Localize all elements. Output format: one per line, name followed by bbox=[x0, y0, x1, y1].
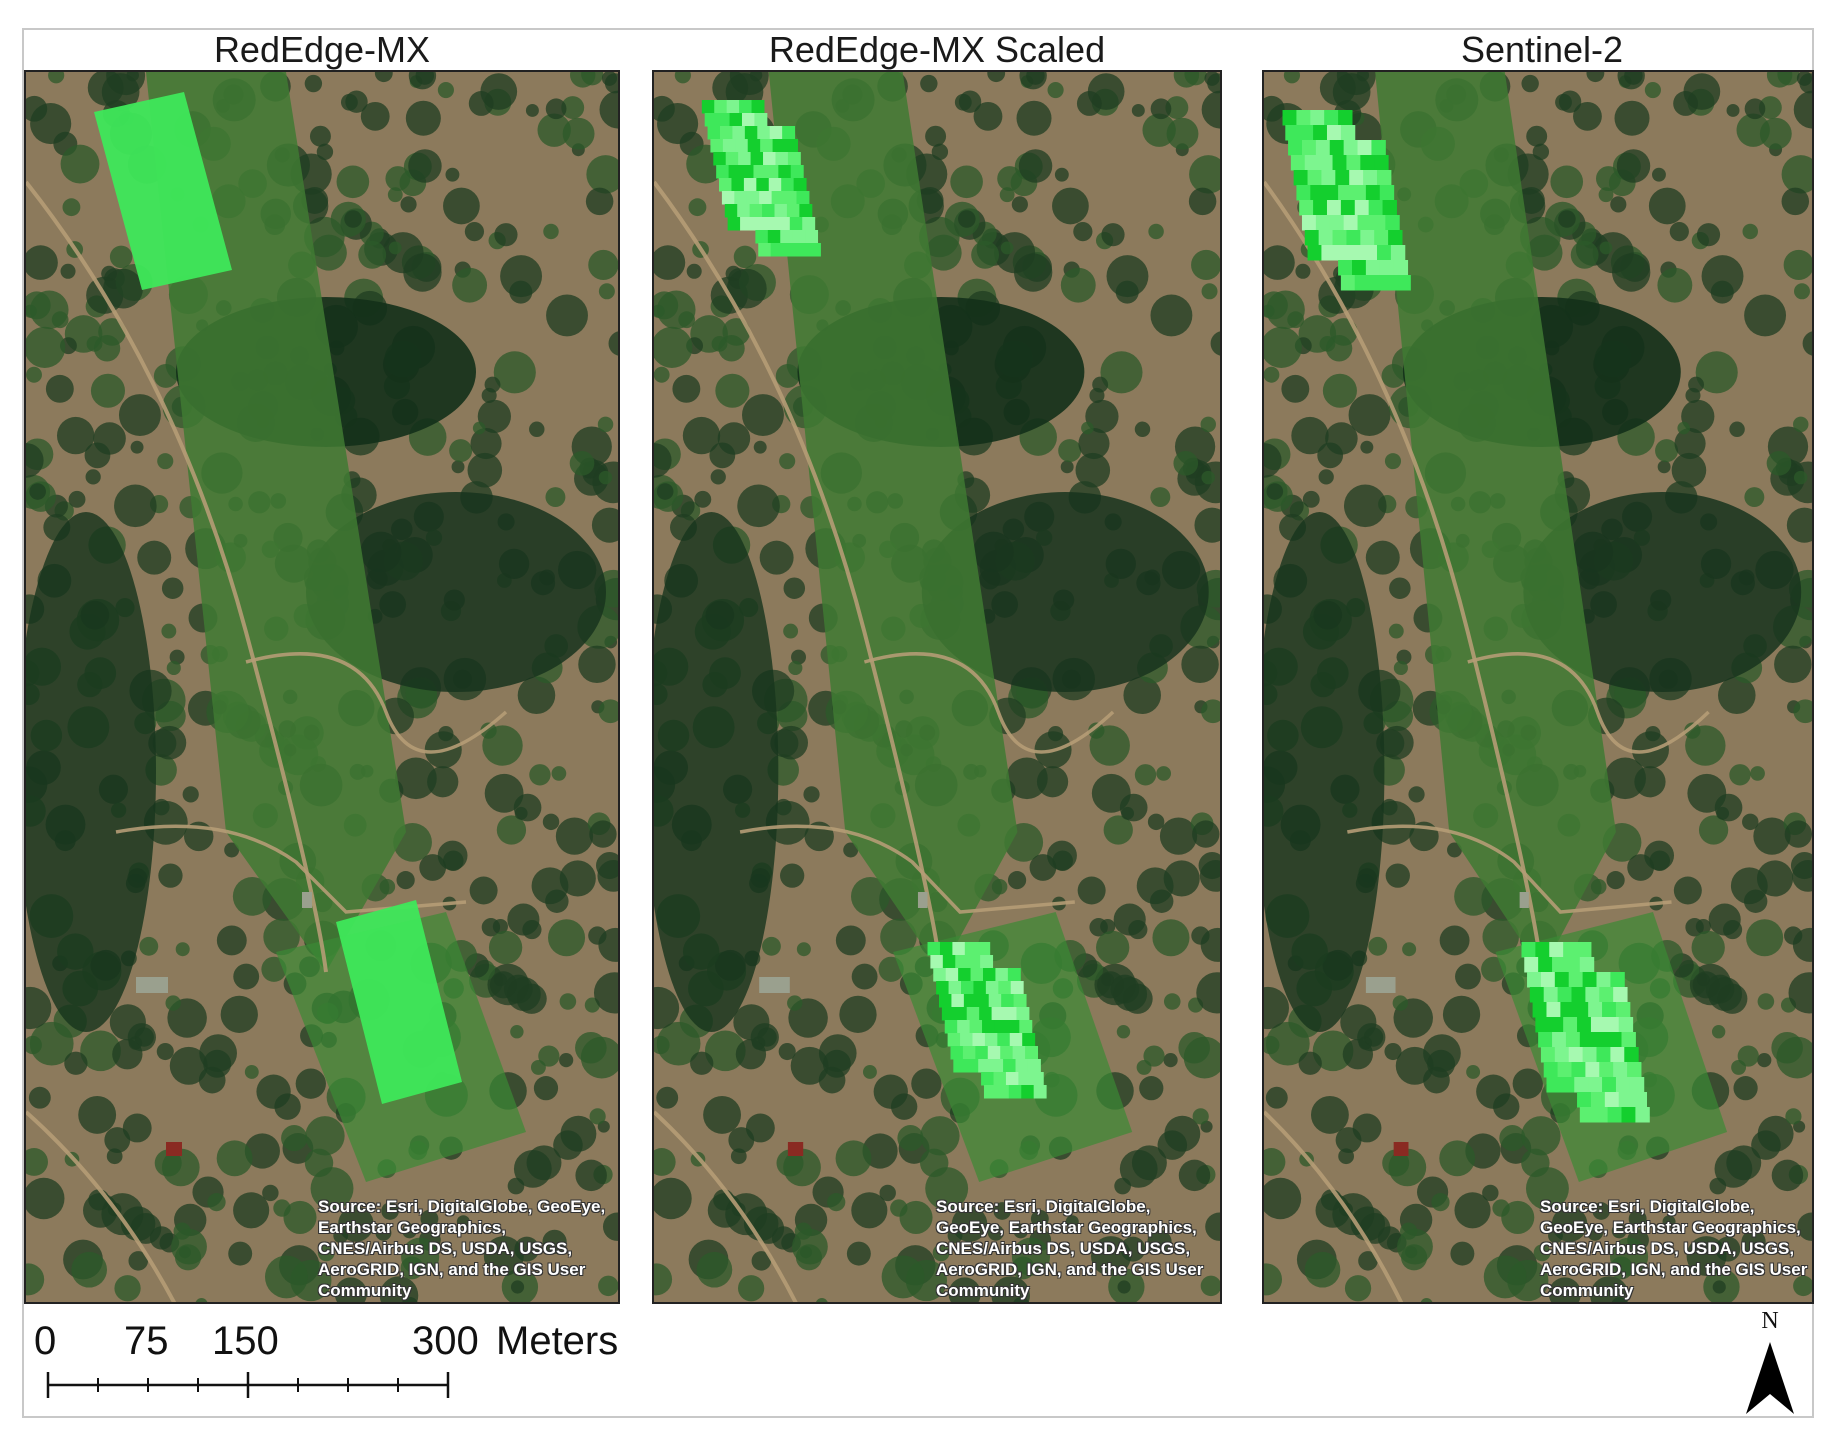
panel-title-rededge-scaled: RedEdge-MX Scaled bbox=[768, 29, 1106, 70]
basemap-credit: Source: Esri, DigitalGlobe, GeoEye, Eart… bbox=[1540, 1197, 1808, 1300]
north-label: N bbox=[1761, 1308, 1779, 1334]
scale-unit: Meters bbox=[496, 1319, 619, 1363]
panel-title-rededge: RedEdge-MX bbox=[213, 29, 431, 70]
scale-label-300: 300 bbox=[412, 1319, 479, 1363]
scale-label-75: 75 bbox=[124, 1319, 169, 1363]
scale-label-0: 0 bbox=[34, 1319, 57, 1363]
basemap-credit: Source: Esri, DigitalGlobe, GeoEye, Eart… bbox=[936, 1197, 1204, 1300]
scale-bar bbox=[46, 1372, 450, 1398]
scale-label-150: 150 bbox=[212, 1319, 279, 1363]
map-panel-rededge[interactable]: Source: Esri, DigitalGlobe, GeoEye, Eart… bbox=[24, 70, 620, 1304]
panel-title-sentinel: Sentinel-2 bbox=[1460, 29, 1624, 70]
map-panel-sentinel[interactable]: Source: Esri, DigitalGlobe, GeoEye, Eart… bbox=[1262, 70, 1814, 1304]
north-arrow-icon bbox=[1746, 1342, 1794, 1414]
satellite-basemap bbox=[654, 72, 1220, 1302]
map-panel-rededge-scaled[interactable]: Source: Esri, DigitalGlobe, GeoEye, Eart… bbox=[652, 70, 1222, 1304]
satellite-basemap bbox=[26, 72, 618, 1302]
basemap-credit: Source: Esri, DigitalGlobe, GeoEye, Eart… bbox=[318, 1197, 606, 1300]
satellite-basemap bbox=[1264, 72, 1812, 1302]
north-arrow: N bbox=[1740, 1308, 1800, 1418]
